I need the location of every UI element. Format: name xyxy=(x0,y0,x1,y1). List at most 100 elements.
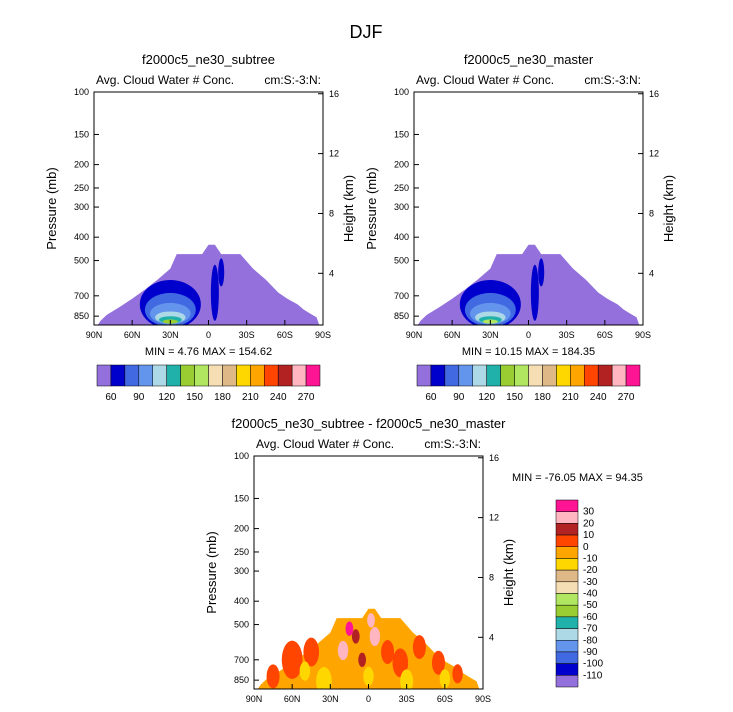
data-field xyxy=(97,244,320,325)
y-tick-label: 700 xyxy=(234,655,249,665)
chart-title: f2000c5_ne30_master xyxy=(464,52,594,67)
colorbar-label: 90 xyxy=(453,392,465,403)
x-tick-label: 0 xyxy=(206,330,211,340)
colorbar-swatch xyxy=(194,364,209,387)
data-field xyxy=(257,608,480,689)
x-tick-label: 90N xyxy=(406,330,423,340)
colorbar-swatch xyxy=(528,364,543,387)
height-tick-label: 12 xyxy=(329,149,339,159)
colorbar-swatch xyxy=(555,604,579,618)
data-zone xyxy=(299,661,311,681)
data-zone xyxy=(392,648,409,678)
colorbar-label: -70 xyxy=(583,624,598,635)
y-tick-label: 300 xyxy=(234,566,249,576)
y-tick-label: 300 xyxy=(74,202,89,212)
x-tick-label: 60S xyxy=(597,330,613,340)
chart-title: f2000c5_ne30_subtree xyxy=(142,52,275,67)
colorbar-label: 180 xyxy=(534,392,551,403)
data-zone xyxy=(400,669,414,689)
x-tick-label: 30N xyxy=(482,330,499,340)
height-tick-label: 8 xyxy=(489,572,494,582)
colorbar-label: 210 xyxy=(242,392,259,403)
data-zone xyxy=(431,650,445,675)
colorbar-swatch xyxy=(208,364,223,387)
colorbar-label: 150 xyxy=(506,392,523,403)
colorbar-label: 150 xyxy=(186,392,203,403)
data-zone xyxy=(303,637,320,667)
height-tick-label: 8 xyxy=(649,208,654,218)
y-tick-label: 150 xyxy=(234,493,249,503)
chart-subtitle-right: cm:S:-3:N: xyxy=(264,73,321,87)
colorbar-label: -110 xyxy=(583,670,603,681)
colorbar-swatch xyxy=(222,364,237,387)
colorbar-swatch xyxy=(96,364,112,387)
y-tick-label: 400 xyxy=(74,232,89,242)
chart-subtitle-right: cm:S:-3:N: xyxy=(584,73,641,87)
x-tick-label: 60N xyxy=(444,330,461,340)
colorbar-label: 60 xyxy=(425,392,437,403)
height-tick-label: 4 xyxy=(649,268,654,278)
colorbar-swatch xyxy=(305,364,321,387)
colorbar-label: 270 xyxy=(618,392,635,403)
y-tick-label: 700 xyxy=(74,291,89,301)
data-zone xyxy=(369,626,381,647)
y-tick-label: 850 xyxy=(74,311,89,321)
y-tick-label: 250 xyxy=(394,183,409,193)
colorbar: 60 90 120 150 180 210 240 270 xyxy=(96,364,321,403)
x-tick-label: 60S xyxy=(277,330,293,340)
colorbar-swatch xyxy=(277,364,293,387)
data-zone xyxy=(351,629,360,644)
data-zone xyxy=(345,621,354,636)
colorbar-swatch xyxy=(555,546,579,559)
colorbar-label: 0 xyxy=(583,542,589,553)
data-zone xyxy=(452,664,463,684)
y-tick-label: 500 xyxy=(394,256,409,266)
chart-panel: f2000c5_ne30_subtree Avg. Cloud Water # C… xyxy=(44,52,356,403)
data-zone xyxy=(363,666,374,686)
height-tick-label: 4 xyxy=(329,268,334,278)
height-tick-label: 12 xyxy=(649,149,659,159)
colorbar-swatch xyxy=(555,663,579,676)
colorbar-label: 90 xyxy=(133,392,145,403)
height-tick-label: 16 xyxy=(329,89,339,99)
y-tick-label: 150 xyxy=(394,129,409,139)
colorbar-swatch xyxy=(138,364,153,387)
y-tick-label: 150 xyxy=(74,129,89,139)
data-zone xyxy=(381,640,395,665)
colorbar-label: 240 xyxy=(270,392,287,403)
colorbar-label: 30 xyxy=(583,507,595,518)
y-tick-label: 250 xyxy=(74,183,89,193)
x-tick-label: 90S xyxy=(475,694,491,704)
colorbar-swatch xyxy=(152,364,167,387)
colorbar-swatch xyxy=(264,364,279,387)
colorbar-swatch xyxy=(250,364,265,387)
y-tick-label: 100 xyxy=(394,87,409,97)
colorbar-swatch xyxy=(500,364,515,387)
colorbar-swatch xyxy=(555,511,579,524)
height-tick-label: 16 xyxy=(489,453,499,463)
colorbar-swatch xyxy=(555,499,579,512)
x-tick-label: 90S xyxy=(315,330,331,340)
chart-panel: f2000c5_ne30_subtree - f2000c5_ne30_mast… xyxy=(204,416,643,704)
chart-subtitle-right: cm:S:-3:N: xyxy=(424,437,481,451)
colorbar-swatch xyxy=(597,364,613,387)
y-tick-label: 200 xyxy=(74,160,89,170)
colorbar-label: 60 xyxy=(105,392,117,403)
colorbar: 60 90 120 150 180 210 240 270 xyxy=(416,364,641,403)
colorbar-label: 210 xyxy=(562,392,579,403)
y-tick-label: 700 xyxy=(394,291,409,301)
y-axis-label: Pressure (mb) xyxy=(364,167,379,249)
colorbar-swatch xyxy=(584,364,599,387)
chart-subtitle-left: Avg. Cloud Water # Conc. xyxy=(96,73,234,87)
x-tick-label: 90S xyxy=(635,330,651,340)
colorbar-label: -100 xyxy=(583,659,603,670)
colorbar-swatch xyxy=(611,364,627,387)
height-tick-label: 12 xyxy=(489,513,499,523)
x-tick-label: 0 xyxy=(366,694,371,704)
data-field xyxy=(417,244,640,325)
x-tick-label: 30S xyxy=(239,330,255,340)
height-tick-label: 8 xyxy=(329,208,334,218)
y-tick-label: 400 xyxy=(394,232,409,242)
colorbar-label: -10 xyxy=(583,553,598,564)
colorbar-swatch xyxy=(570,364,585,387)
